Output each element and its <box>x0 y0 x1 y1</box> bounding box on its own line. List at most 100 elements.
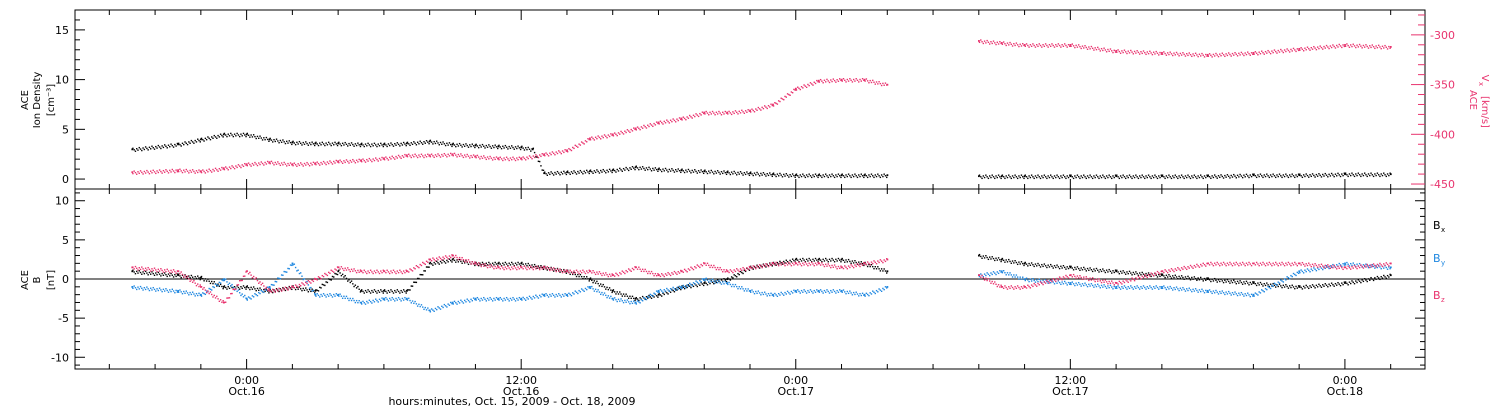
data-point <box>542 265 545 268</box>
data-point <box>575 275 578 278</box>
data-point <box>441 305 443 307</box>
data-point <box>354 143 357 145</box>
data-point <box>588 280 590 282</box>
data-point <box>1222 54 1225 56</box>
data-point <box>1360 264 1362 266</box>
data-point <box>544 295 546 297</box>
data-point <box>1292 286 1295 288</box>
data-point <box>746 267 748 269</box>
data-point <box>677 271 679 273</box>
data-point <box>627 130 630 132</box>
data-point <box>1152 176 1155 179</box>
data-point <box>1186 268 1188 271</box>
data-point <box>874 266 876 268</box>
data-point <box>1327 176 1329 178</box>
data-point <box>266 160 269 163</box>
data-point <box>1243 281 1245 283</box>
data-point <box>1034 284 1037 286</box>
data-point <box>1051 280 1053 283</box>
data-point <box>594 273 597 276</box>
data-point <box>1271 175 1273 178</box>
data-point <box>166 170 168 173</box>
data-point <box>1020 45 1023 47</box>
data-point <box>446 256 448 259</box>
data-point <box>837 80 840 82</box>
data-point <box>475 261 477 264</box>
data-point <box>237 134 240 136</box>
data-point <box>181 274 184 277</box>
data-point <box>169 272 171 274</box>
data-point <box>424 263 426 266</box>
data-point <box>259 163 261 166</box>
data-point <box>450 259 452 262</box>
data-point <box>1149 176 1151 178</box>
data-point <box>1388 45 1390 48</box>
data-point <box>789 263 791 265</box>
data-point <box>978 254 980 257</box>
data-point <box>1137 274 1140 277</box>
data-point <box>441 262 443 264</box>
data-point <box>1072 177 1075 180</box>
data-point <box>877 266 879 268</box>
data-point <box>1276 52 1278 54</box>
data-point <box>616 168 618 171</box>
data-point <box>804 261 807 263</box>
data-point <box>298 140 301 143</box>
data-point <box>619 291 621 293</box>
data-point <box>1211 278 1213 280</box>
data-point <box>1304 287 1306 289</box>
data-point <box>418 154 420 156</box>
data-point <box>297 286 299 289</box>
data-point <box>1329 175 1332 177</box>
data-point <box>710 264 712 267</box>
data-point <box>1267 49 1269 52</box>
data-point <box>364 143 367 145</box>
data-point <box>1182 176 1184 178</box>
data-point <box>1389 274 1392 277</box>
data-point <box>204 172 207 174</box>
data-point <box>181 292 184 295</box>
data-point <box>610 170 612 172</box>
data-point <box>313 144 316 147</box>
data-point <box>752 109 754 112</box>
data-point <box>1179 277 1182 279</box>
data-point <box>1033 44 1035 47</box>
data-point <box>195 170 198 172</box>
data-point <box>1332 266 1334 269</box>
data-point <box>456 303 458 305</box>
data-point <box>213 281 215 283</box>
data-point <box>1160 53 1162 55</box>
data-point <box>310 290 312 293</box>
data-point <box>1277 49 1279 52</box>
data-point <box>488 261 490 264</box>
data-point <box>1217 175 1220 177</box>
data-point <box>1112 270 1114 272</box>
data-point <box>1291 275 1293 278</box>
data-point <box>639 166 641 169</box>
data-point <box>1337 265 1339 268</box>
data-point <box>303 143 306 145</box>
data-point <box>513 148 515 150</box>
data-point <box>751 173 753 175</box>
data-point <box>1042 279 1044 282</box>
data-point <box>882 261 884 264</box>
data-point <box>1104 49 1107 51</box>
data-point <box>1121 272 1123 274</box>
data-point <box>705 171 707 173</box>
data-point <box>1348 265 1351 267</box>
data-point <box>1200 55 1202 57</box>
data-point <box>982 276 985 278</box>
data-point <box>375 271 377 274</box>
data-point <box>302 141 304 144</box>
data-point <box>992 40 995 42</box>
data-point <box>1220 278 1222 280</box>
data-point <box>761 266 763 269</box>
data-point <box>280 289 283 291</box>
data-point <box>1291 284 1293 286</box>
data-point <box>877 83 879 85</box>
data-point <box>366 158 368 161</box>
data-point <box>1055 280 1057 282</box>
data-point <box>358 158 360 161</box>
data-point <box>230 292 232 295</box>
data-point <box>877 173 879 175</box>
